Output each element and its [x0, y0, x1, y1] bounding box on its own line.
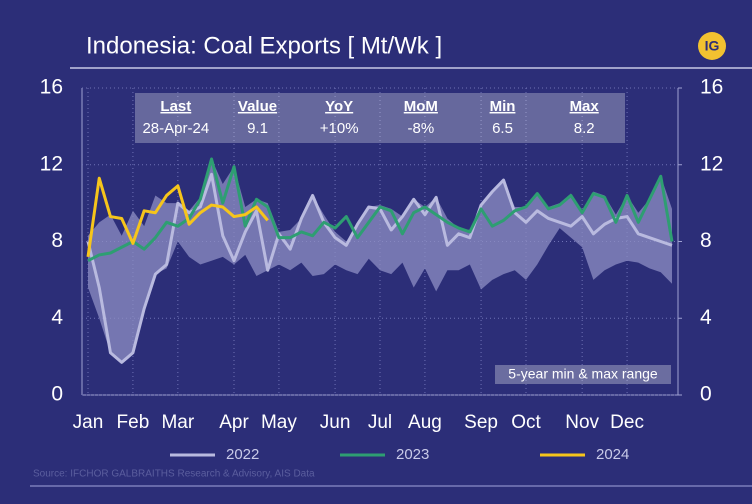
y-tick-label: 8: [51, 229, 63, 252]
summary-header: MoM: [404, 98, 438, 115]
x-tick-label: Apr: [219, 412, 249, 433]
x-tick-label: Oct: [511, 412, 541, 433]
summary-value: 28-Apr-24: [142, 120, 209, 137]
legend-label: 2022: [226, 446, 259, 463]
y2-tick-label: 4: [700, 306, 712, 329]
x-tick-label: Nov: [565, 412, 599, 433]
y2-tick-label: 0: [700, 383, 712, 406]
series-line: [87, 157, 674, 263]
y-tick-label: 4: [51, 306, 63, 329]
summary-header: Value: [238, 98, 277, 115]
range-band: [88, 158, 672, 363]
x-tick-label: Dec: [610, 412, 644, 433]
band-label-box: [495, 365, 671, 384]
y2-tick-label: 12: [700, 152, 723, 175]
summary-header: YoY: [325, 98, 353, 115]
legend-label: 2023: [396, 446, 429, 463]
x-tick-label: Feb: [117, 412, 150, 433]
x-tick-label: Mar: [161, 412, 194, 433]
x-tick-label: Jan: [73, 412, 104, 433]
summary-value: 8.2: [574, 120, 595, 137]
y-tick-label: 0: [51, 383, 63, 406]
y-tick-label: 12: [40, 152, 63, 175]
legend-label: 2024: [596, 446, 629, 463]
y2-tick-label: 16: [700, 76, 723, 99]
x-tick-label: Jun: [320, 412, 351, 433]
summary-header: Max: [570, 98, 600, 115]
summary-header: Last: [160, 98, 191, 115]
summary-value: 6.5: [492, 120, 513, 137]
summary-value: +10%: [320, 120, 359, 137]
summary-value: -8%: [407, 120, 434, 137]
series-line: [86, 176, 269, 258]
x-tick-label: Sep: [464, 412, 498, 433]
x-tick-label: Jul: [368, 412, 392, 433]
chart-title: Indonesia: Coal Exports [ Mt/Wk ]: [86, 32, 442, 59]
summary-header: Min: [490, 98, 516, 115]
x-tick-label: Aug: [408, 412, 442, 433]
y2-tick-label: 8: [700, 229, 712, 252]
x-tick-label: May: [261, 412, 297, 433]
logo: IG: [705, 38, 720, 54]
logo-badge: [698, 32, 726, 60]
summary-box: [135, 93, 625, 143]
y-tick-label: 16: [40, 76, 63, 99]
band-label: 5-year min & max range: [508, 366, 658, 382]
source: Source: IFCHOR GALBRAITHS Research & Adv…: [33, 469, 315, 480]
summary-value: 9.1: [247, 120, 268, 137]
